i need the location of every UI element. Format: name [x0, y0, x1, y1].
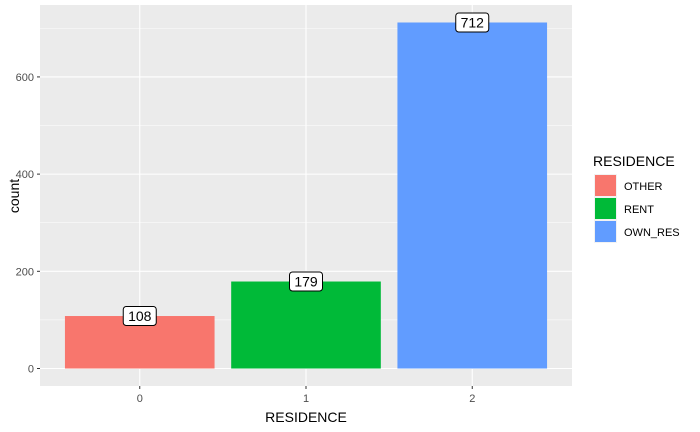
x-tick-label: 2: [469, 393, 475, 405]
y-tick-label: 600: [16, 72, 34, 84]
x-axis: 0 1 2: [137, 386, 475, 405]
x-axis-title: RESIDENCE: [265, 409, 347, 425]
y-tick-label: 200: [16, 266, 34, 278]
legend-title: RESIDENCE: [593, 153, 675, 169]
bar-rent: [231, 281, 381, 369]
x-tick-label: 0: [137, 393, 143, 405]
data-label-box: [122, 306, 157, 327]
data-label-box: [455, 12, 490, 33]
y-axis: 0 200 400 600: [16, 72, 40, 376]
legend-swatch: [595, 198, 616, 219]
data-label: 712: [461, 14, 485, 30]
bar-own-res: [397, 22, 548, 369]
legend-label: RENT: [624, 204, 654, 216]
legend-swatch: [595, 175, 616, 196]
y-tick-label: 400: [16, 169, 34, 181]
legend-label: OWN_RES: [624, 227, 680, 239]
x-tick-label: 1: [303, 393, 309, 405]
data-label-box: [289, 271, 323, 292]
data-label: 108: [128, 308, 152, 324]
bars: [64, 22, 548, 369]
y-axis-title: count: [6, 179, 22, 213]
legend: RESIDENCE OTHER RENT OWN_RES: [593, 153, 680, 243]
y-tick-label: 0: [28, 364, 34, 376]
legend-label: OTHER: [624, 181, 663, 193]
data-label: 179: [294, 274, 318, 290]
legend-swatch: [595, 221, 616, 242]
data-labels: 108 179 712: [122, 12, 490, 327]
